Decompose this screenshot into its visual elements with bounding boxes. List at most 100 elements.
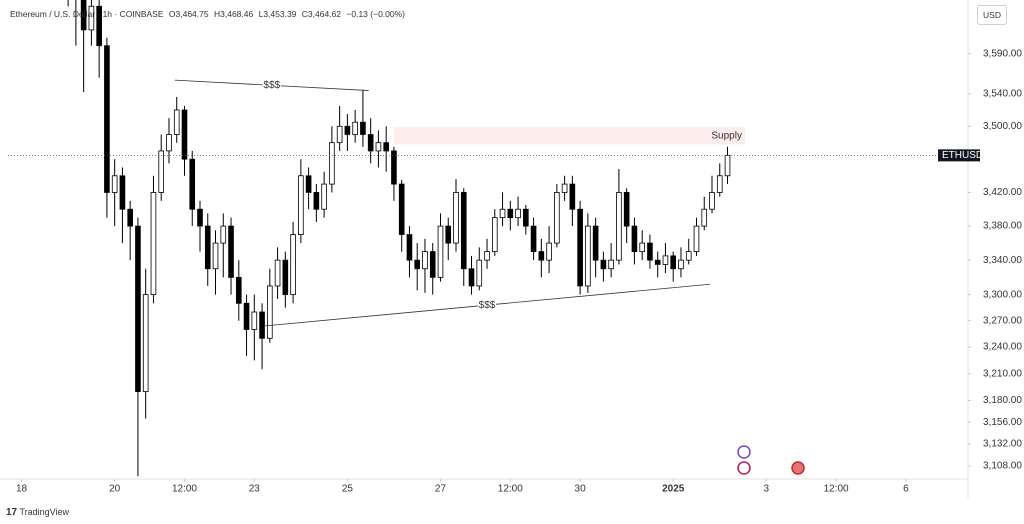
candle-body [313,192,320,210]
y-tick-label: 3,340.00 [983,255,1022,266]
y-tick-label: 3,240.00 [983,342,1022,353]
candle-body [523,208,529,227]
candle-body [608,259,614,270]
currency-button[interactable]: USD [977,5,1007,25]
candle-body [647,242,653,261]
candle-body [383,142,389,152]
candle-body [150,192,157,296]
candle-body [321,183,327,210]
candle-body [429,251,436,278]
line-label-bg [478,300,497,311]
candle-body [554,192,560,244]
candle-body [391,150,397,185]
symbol-label: ETHUSD [942,150,983,161]
y-tick-label: 3,108.00 [983,461,1022,472]
ohlc-open: O3,464.75 [168,9,209,19]
y-tick-label: 3,420.00 [983,187,1022,198]
candle-body [716,175,723,193]
candle-body [142,294,149,392]
candle-body [724,154,731,177]
y-tick-label: 3,380.00 [983,221,1022,232]
candle-body [499,208,506,219]
x-tick-label: 30 [575,484,587,495]
candle-body [592,225,599,261]
candle-body [204,225,211,270]
candle-body [662,255,669,265]
candle-body [546,242,552,261]
ohlc-high: H3,468.46 [213,9,254,19]
candle-body [158,150,165,193]
candle-body [290,234,296,296]
candle-body [484,251,490,261]
candle-body [298,175,304,235]
brand-name: TradingView [19,507,69,517]
candle-body [406,234,413,261]
candle-body [693,225,700,253]
candle-body [228,225,234,278]
candle-body [274,259,281,287]
candle-body [367,134,374,152]
y-tick-label: 3,180.00 [983,395,1022,406]
candle-body [561,183,568,193]
candle-body [616,192,622,261]
candle-body [375,142,382,152]
symbol-header: Ethereum / U.S. Dollar · 1h · COINBASE O… [10,9,408,19]
candle-body [445,225,452,244]
y-tick-label: 3,132.00 [983,439,1022,450]
candle-body [329,142,335,185]
candle-body [460,192,467,270]
y-tick-label: 3,210.00 [983,368,1022,379]
candle-body [569,183,576,210]
candle-body [414,259,421,270]
x-tick-label: 20 [109,484,121,495]
candle-body [220,225,227,244]
line-label-bg [262,80,281,91]
x-tick-label: 27 [435,484,447,495]
candle-body [709,192,715,210]
candle-body [678,259,684,270]
candle-body [166,134,172,152]
y-tick-label: 3,156.00 [983,417,1022,428]
brand-logo[interactable]: 17 TradingView [6,507,69,518]
x-tick-label: 12:00 [172,484,197,495]
candle-body [577,208,583,287]
candle-body [491,217,498,253]
candle-body [212,242,219,270]
candle-body [437,225,444,278]
candle-body [282,259,289,296]
candle-body [127,208,133,227]
candle-body [235,276,242,304]
zone-label: Supply [711,130,742,141]
candle-body [398,183,405,235]
candle-body [468,268,475,287]
candle-body [344,125,351,135]
candle-body [352,121,358,135]
candle-body [507,208,514,219]
x-tick-label: 12:00 [498,484,523,495]
candle-body [96,5,102,47]
ohlc-close: C3,464.62 [301,9,342,19]
candle-body [267,285,273,339]
candle-body [538,251,545,261]
candle-body [476,259,483,287]
candle-body [189,158,196,210]
candle-body [422,251,428,270]
x-tick-label: 23 [249,484,261,495]
candle-body [111,175,118,193]
candle-body [685,251,692,261]
candle-body [197,208,203,227]
candle-body [453,192,459,244]
line-label: $$$ [479,300,496,311]
candle-body [104,45,110,193]
y-tick-label: 3,540.00 [983,88,1022,99]
candle-body [360,121,366,135]
candle-body [119,175,126,210]
y-tick-label: 3,300.00 [983,289,1022,300]
supply-zone [393,127,745,145]
candle-body [173,109,180,135]
candle-body [600,259,607,270]
y-tick-label: 3,270.00 [983,315,1022,326]
symbol-title: Ethereum / U.S. Dollar · 1h · COINBASE [10,9,164,19]
